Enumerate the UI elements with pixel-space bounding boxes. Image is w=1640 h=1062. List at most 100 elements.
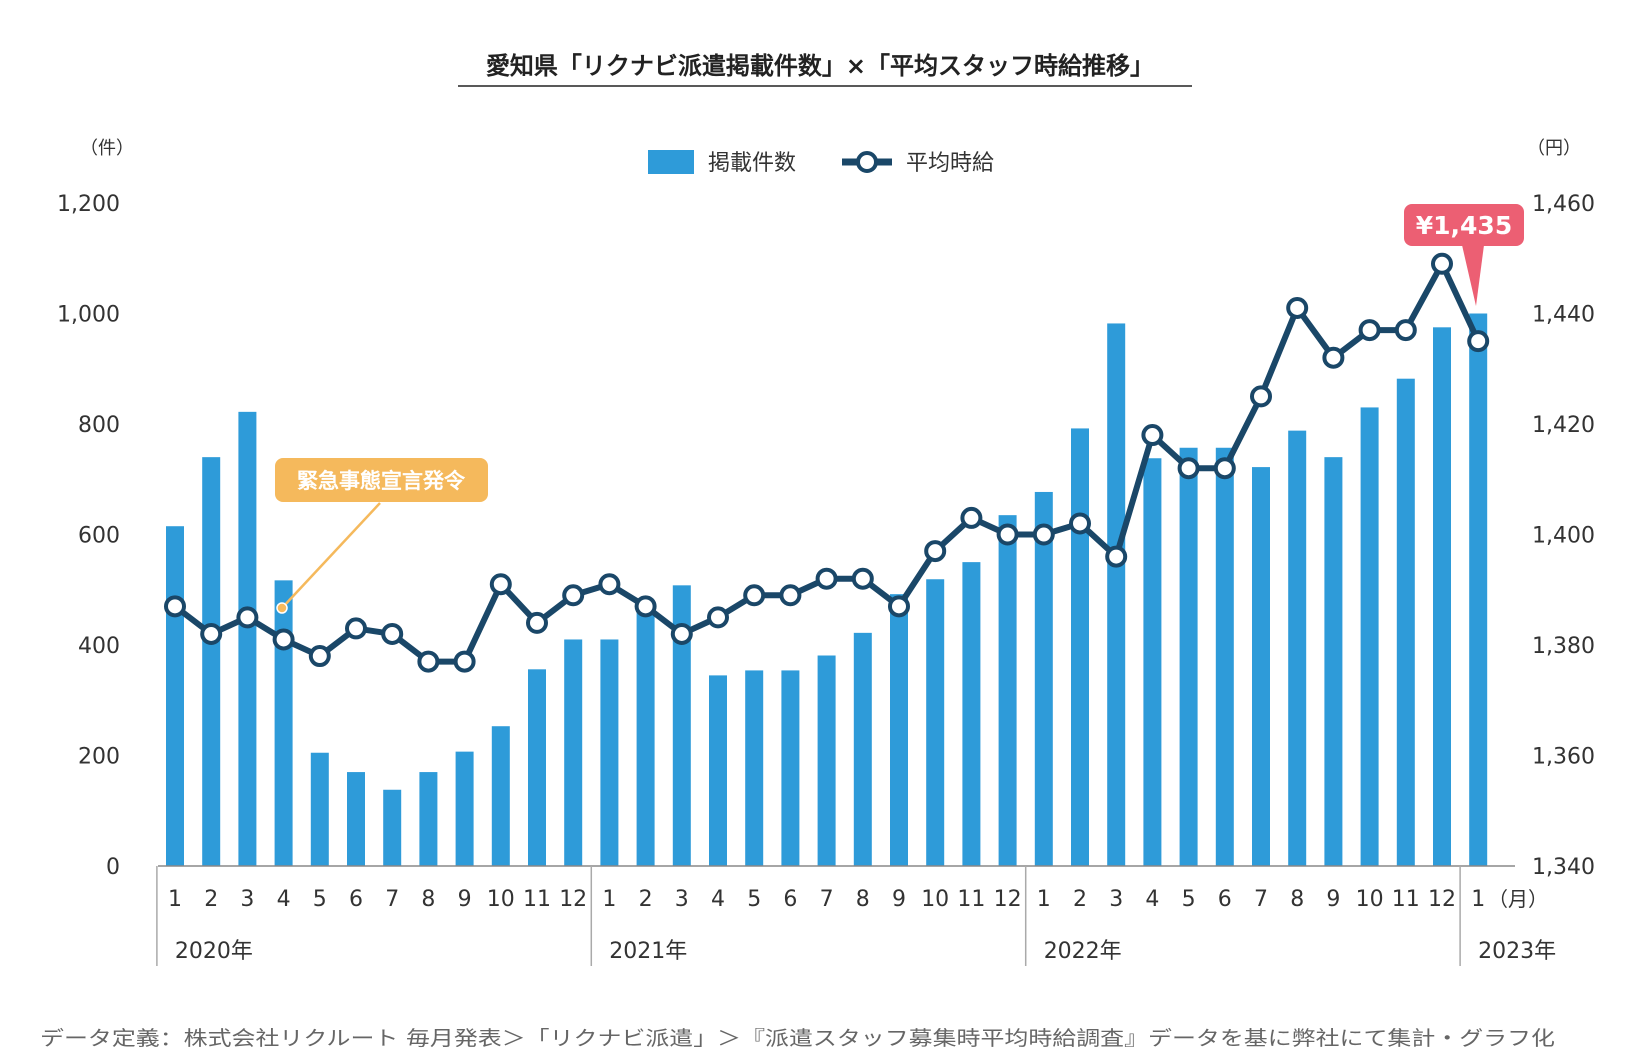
year-labels: 2020年 2021年 2022年 2023年 (156, 866, 1556, 966)
x-tick-label: 9 (892, 887, 906, 912)
x-tick-label: 11 (957, 887, 985, 912)
bar (1034, 491, 1053, 866)
x-tick-label: 9 (458, 887, 472, 912)
bar (166, 526, 184, 866)
right-tick-label: 1,420 (1532, 413, 1595, 438)
chart-title: 愛知県「リクナビ派遣掲載件数」×「平均スタッフ時給推移」 (486, 52, 1154, 80)
left-tick-label: 1,000 (57, 303, 120, 328)
x-tick-label: 1 (1471, 887, 1485, 912)
bar (998, 515, 1017, 866)
wage-point (236, 606, 259, 629)
left-tick-label: 0 (106, 855, 120, 880)
wage-point (345, 617, 367, 640)
x-tick-label: 5 (747, 887, 761, 912)
bar (202, 457, 221, 866)
bar (347, 772, 365, 866)
x-tick-label: 2 (1073, 887, 1087, 912)
wage-point (779, 584, 802, 607)
bar (853, 632, 872, 866)
bar (636, 600, 655, 866)
bar (1252, 467, 1270, 866)
wage-point (851, 567, 874, 590)
wage-point (670, 622, 693, 645)
bar (528, 669, 546, 866)
source-note: データ定義：株式会社リクルート 毎月発表＞「リクナビ派遣」＞『派遣スタッフ募集時… (40, 1026, 1555, 1050)
bar (564, 639, 583, 866)
x-tick-label: 3 (240, 887, 254, 912)
bar-series (166, 313, 1488, 866)
x-tick-label: 8 (1290, 887, 1304, 912)
bar (1324, 457, 1343, 866)
bar (1215, 447, 1234, 866)
year-label: 2021年 (609, 939, 687, 964)
x-tick-label: 1 (168, 887, 182, 912)
wage-point (1032, 523, 1055, 546)
bar (274, 580, 293, 866)
x-tick-label: 5 (1182, 887, 1196, 912)
wage-point (960, 506, 983, 529)
bar (600, 639, 619, 866)
x-tick-label: 7 (820, 887, 834, 912)
bar (709, 675, 727, 866)
bar (1469, 313, 1488, 866)
wage-point (1105, 545, 1128, 568)
wage-point (200, 622, 223, 645)
bar (1433, 327, 1451, 866)
year-label: 2020年 (175, 939, 253, 964)
bar (890, 594, 908, 866)
x-tick-label: 1 (602, 887, 616, 912)
wage-point (417, 650, 440, 673)
wage-point (598, 573, 621, 596)
wage-point (1250, 385, 1272, 408)
year-label: 2022年 (1044, 939, 1122, 964)
year-label: 2023年 (1478, 939, 1556, 964)
right-tick-label: 1,340 (1532, 855, 1595, 880)
bar (781, 670, 800, 866)
wage-point (1141, 424, 1164, 447)
wage-point (562, 584, 585, 607)
wage-point (1358, 319, 1381, 342)
x-tick-label: 12 (559, 887, 587, 912)
x-tick-label: 4 (1145, 887, 1159, 912)
line-series (164, 252, 1490, 673)
x-tick-label: 10 (921, 887, 949, 912)
x-tick-label: 3 (675, 887, 689, 912)
left-tick-label: 200 (78, 745, 120, 770)
legend: 掲載件数 平均時給 (648, 150, 994, 176)
x-tick-label: 4 (277, 887, 291, 912)
wage-point (815, 567, 838, 590)
x-tick-label: 5 (313, 887, 327, 912)
emergency-label: 緊急事態宣言発令 (297, 469, 466, 493)
wage-point (308, 645, 331, 668)
emergency-pointer-line (281, 502, 381, 609)
x-tick-label: 7 (385, 887, 399, 912)
x-tick-label: 4 (711, 887, 725, 912)
wage-point (634, 595, 657, 618)
bar (1360, 407, 1379, 866)
x-tick-label: 11 (1392, 887, 1420, 912)
legend-line-label: 平均時給 (906, 151, 994, 176)
bar (817, 655, 836, 866)
bar (491, 726, 510, 866)
bar (238, 411, 257, 866)
wage-point (489, 573, 512, 596)
left-axis: 0 200 400 600 800 1,000 1,200 (57, 192, 120, 880)
bar (419, 772, 438, 866)
left-axis-unit: （件） (80, 138, 134, 159)
wage-point (1322, 346, 1345, 369)
wage-point (743, 584, 766, 607)
wage-point (924, 540, 947, 563)
right-tick-label: 1,460 (1532, 192, 1595, 217)
wage-point (1177, 457, 1200, 480)
wage-point (526, 611, 548, 634)
bar (1179, 447, 1198, 866)
x-tick-label: 6 (349, 887, 363, 912)
month-unit-label: （月） (1488, 887, 1548, 911)
x-tick-label: 10 (1356, 887, 1384, 912)
x-tick-label: 12 (994, 887, 1022, 912)
x-tick-label: 7 (1254, 887, 1268, 912)
x-tick-label: 12 (1428, 887, 1456, 912)
emergency-callout: 緊急事態宣言発令 (275, 458, 488, 614)
emergency-box (275, 458, 488, 502)
